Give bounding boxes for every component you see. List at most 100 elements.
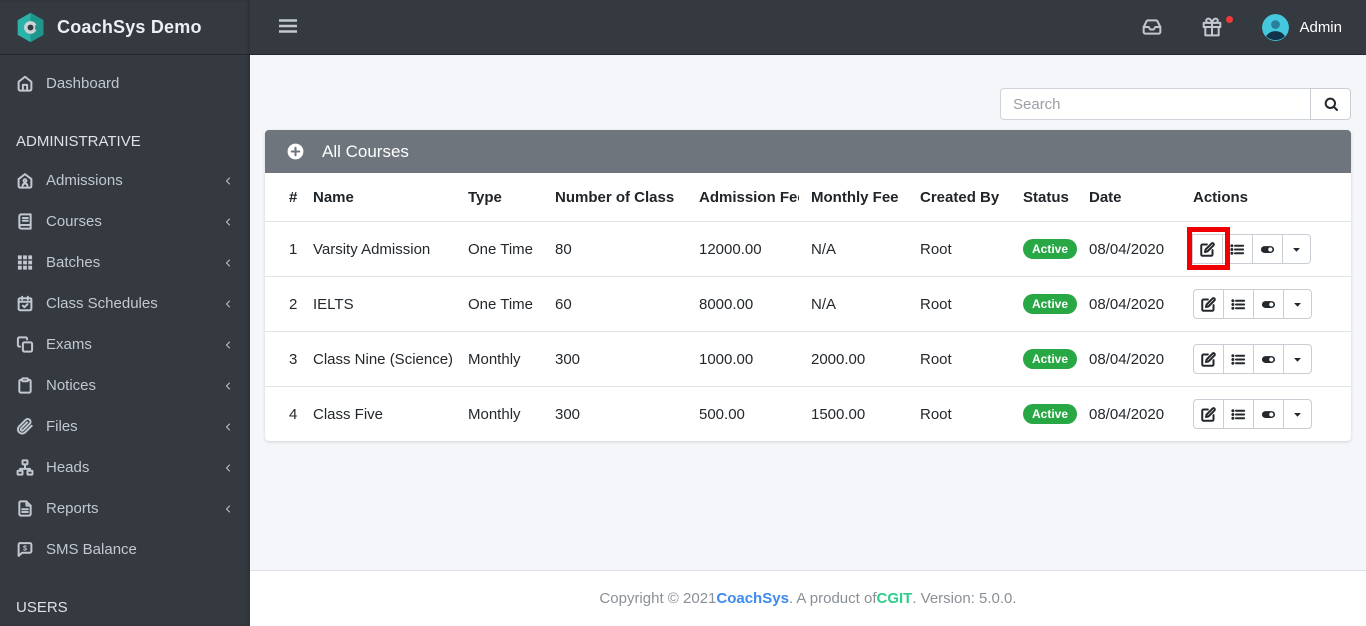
status-badge: Active bbox=[1023, 294, 1077, 314]
cell-admission-fee: 8000.00 bbox=[687, 276, 799, 332]
search-button[interactable] bbox=[1310, 88, 1351, 120]
book-icon bbox=[16, 213, 34, 230]
cell-date: 08/04/2020 bbox=[1077, 386, 1181, 441]
sidebar-item-label: SMS Balance bbox=[46, 541, 137, 558]
cell-name: Varsity Admission bbox=[301, 221, 456, 277]
file-text-icon bbox=[16, 500, 34, 517]
caret-down-icon bbox=[1293, 247, 1300, 252]
svg-text:$: $ bbox=[23, 545, 27, 553]
sidebar-section-users: USERS bbox=[16, 599, 68, 616]
sidebar-item-courses[interactable]: Courses bbox=[0, 201, 250, 242]
details-button[interactable] bbox=[1223, 289, 1254, 319]
chevron-left-icon bbox=[226, 218, 230, 225]
chevron-left-icon bbox=[226, 505, 230, 512]
column-header-name: Name bbox=[313, 188, 354, 206]
cell-index: 4 bbox=[265, 386, 301, 441]
footer-company-link[interactable]: CGIT bbox=[876, 590, 913, 607]
details-button[interactable] bbox=[1222, 234, 1253, 264]
chevron-left-icon bbox=[226, 423, 230, 430]
cell-type: One Time bbox=[456, 221, 543, 277]
sidebar-item-class-schedules[interactable]: Class Schedules bbox=[0, 283, 250, 324]
column-header-type: Type bbox=[468, 188, 502, 206]
brand-name: CoachSys Demo bbox=[57, 16, 202, 37]
sidebar-item-heads[interactable]: Heads bbox=[0, 447, 250, 488]
search-input[interactable] bbox=[1000, 88, 1310, 120]
footer-brand-link[interactable]: CoachSys bbox=[716, 590, 789, 607]
cell-type: Monthly bbox=[456, 386, 543, 441]
magnifier-icon bbox=[1323, 96, 1339, 112]
plus-circle-icon bbox=[287, 143, 304, 160]
card-header: All Courses bbox=[265, 130, 1351, 173]
more-actions-button[interactable] bbox=[1283, 289, 1312, 319]
add-course-button[interactable] bbox=[286, 142, 305, 161]
sidebar-item-reports[interactable]: Reports bbox=[0, 488, 250, 529]
toggle-status-button[interactable] bbox=[1253, 289, 1284, 319]
chevron-left-icon bbox=[226, 259, 230, 266]
user-menu[interactable]: Admin bbox=[1262, 13, 1342, 41]
column-header-status: Status bbox=[1023, 188, 1069, 206]
cell-name: Class Five bbox=[301, 386, 456, 441]
more-actions-button[interactable] bbox=[1283, 344, 1312, 374]
sidebar-toggle-button[interactable] bbox=[274, 14, 302, 41]
sidebar-item-notices[interactable]: Notices bbox=[0, 365, 250, 406]
edit-button[interactable] bbox=[1193, 344, 1224, 374]
toggle-icon bbox=[1261, 300, 1276, 308]
edit-icon bbox=[1201, 352, 1216, 367]
cell-created-by: Root bbox=[908, 276, 1011, 332]
sidebar-item-exams[interactable]: Exams bbox=[0, 324, 250, 365]
sidebar-item-files[interactable]: Files bbox=[0, 406, 250, 447]
topbar: Admin bbox=[250, 0, 1366, 55]
sidebar-item-label: Heads bbox=[46, 459, 90, 476]
house-user-icon bbox=[16, 172, 34, 189]
actions-button-group bbox=[1193, 344, 1312, 374]
home-icon bbox=[16, 75, 34, 92]
sidebar-item-dashboard[interactable]: Dashboard bbox=[0, 63, 250, 104]
cell-admission-fee: 500.00 bbox=[687, 386, 799, 441]
chevron-left-icon bbox=[226, 382, 230, 389]
hexagon-logo-icon bbox=[17, 12, 44, 42]
sidebar-item-label: Files bbox=[46, 418, 78, 435]
edit-icon bbox=[1201, 407, 1216, 422]
edit-button[interactable] bbox=[1192, 234, 1223, 264]
paperclip-icon bbox=[16, 418, 34, 435]
more-actions-button[interactable] bbox=[1283, 399, 1312, 429]
sidebar-item-sms-balance[interactable]: $ SMS Balance bbox=[0, 529, 250, 570]
list-icon bbox=[1230, 242, 1245, 257]
cell-monthly-fee: N/A bbox=[799, 221, 908, 277]
edit-button[interactable] bbox=[1193, 289, 1224, 319]
sidebar-item-label: Reports bbox=[46, 500, 99, 517]
details-button[interactable] bbox=[1223, 344, 1254, 374]
chevron-left-icon bbox=[226, 300, 230, 307]
all-courses-card: All Courses # Name Type Number of Class … bbox=[265, 130, 1351, 441]
gift-icon bbox=[1202, 17, 1222, 37]
gifts-button[interactable] bbox=[1202, 16, 1234, 37]
inbox-button[interactable] bbox=[1142, 17, 1162, 37]
toggle-icon bbox=[1261, 410, 1276, 418]
details-button[interactable] bbox=[1223, 399, 1254, 429]
caret-down-icon bbox=[1294, 302, 1301, 307]
cell-admission-fee: 1000.00 bbox=[687, 331, 799, 387]
sidebar-item-label: Notices bbox=[46, 377, 97, 394]
toggle-status-button[interactable] bbox=[1252, 234, 1283, 264]
more-actions-button[interactable] bbox=[1282, 234, 1311, 264]
chevron-left-icon bbox=[226, 464, 230, 471]
toggle-status-button[interactable] bbox=[1253, 399, 1284, 429]
card-title: All Courses bbox=[322, 141, 409, 161]
cell-created-by: Root bbox=[908, 331, 1011, 387]
toggle-icon bbox=[1260, 245, 1275, 253]
cell-type: Monthly bbox=[456, 331, 543, 387]
brand[interactable]: CoachSys Demo bbox=[0, 0, 250, 55]
cell-name: IELTS bbox=[301, 276, 456, 332]
cell-name: Class Nine (Science) bbox=[301, 331, 456, 387]
sidebar: CoachSys Demo Dashboard ADMINISTRATIVE A… bbox=[0, 0, 250, 626]
footer-copyright: Copyright © 2021 bbox=[599, 590, 717, 607]
sidebar-item-admissions[interactable]: Admissions bbox=[0, 160, 250, 201]
comment-dollar-icon: $ bbox=[16, 541, 34, 558]
edit-button[interactable] bbox=[1193, 399, 1224, 429]
cell-number-of-class: 300 bbox=[543, 331, 687, 387]
sidebar-item-batches[interactable]: Batches bbox=[0, 242, 250, 283]
content-area: All Courses # Name Type Number of Class … bbox=[250, 55, 1366, 570]
toggle-status-button[interactable] bbox=[1253, 344, 1284, 374]
column-header-monthly-fee: Monthly Fee bbox=[811, 188, 899, 206]
